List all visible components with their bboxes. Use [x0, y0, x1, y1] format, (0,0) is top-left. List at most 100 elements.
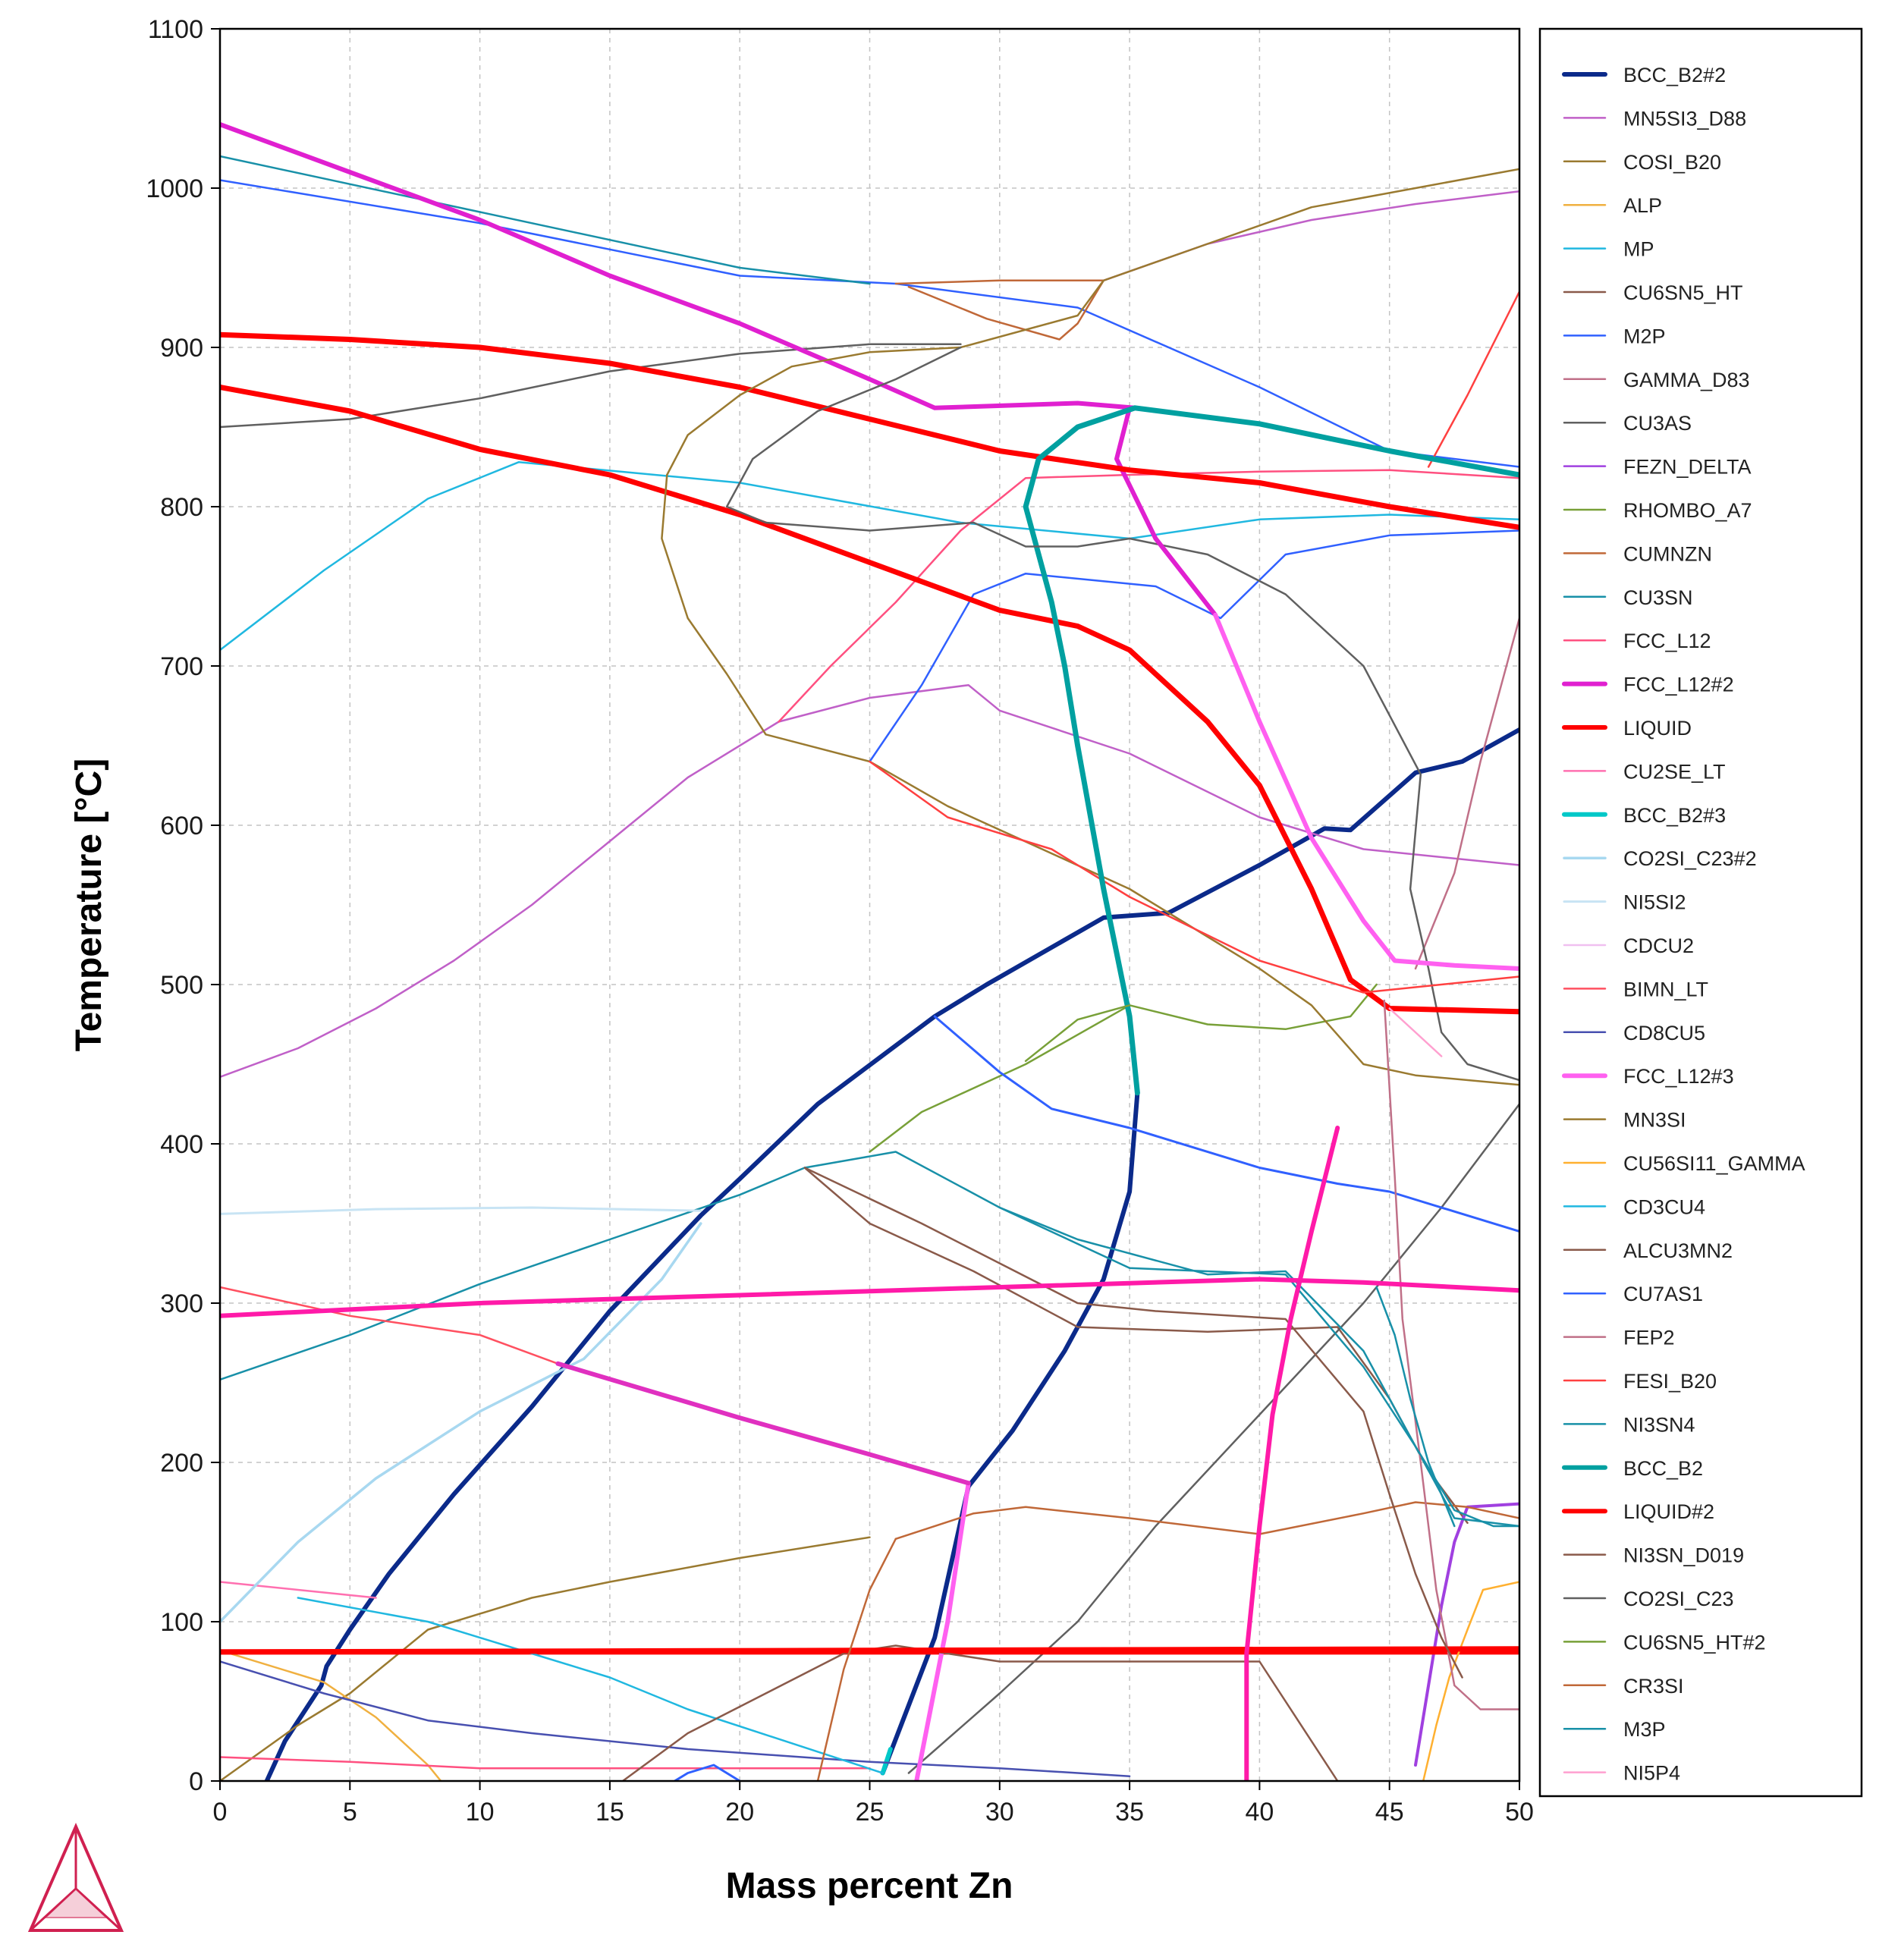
- series-line-fcc-l12-3: [1213, 612, 1519, 971]
- series-line-cu7as1: [933, 1015, 1519, 1233]
- legend-label: CD3CU4: [1623, 1195, 1705, 1218]
- series-line-fcc-l12-2: [1244, 1126, 1340, 1781]
- series-line-fcc-l12-3: [914, 1481, 971, 1781]
- legend-label: CO2SI_C23: [1623, 1588, 1734, 1610]
- x-tick-label: 20: [725, 1798, 754, 1827]
- series-line-fcc-l12-2: [220, 122, 1137, 410]
- legend-label: FCC_L12: [1623, 630, 1711, 652]
- series-lines: [220, 122, 1519, 1781]
- legend-label: CUMNZN: [1623, 542, 1712, 565]
- y-tick-label: 300: [160, 1289, 203, 1318]
- series-line-gamma-d83: [1414, 617, 1519, 970]
- series-line-liquid-2: [220, 1646, 1519, 1655]
- series-line-cu3as: [1128, 537, 1519, 1082]
- legend-label: FEP2: [1623, 1327, 1675, 1349]
- thermo-calc-logo-icon: [27, 1823, 124, 1932]
- x-tick-label: 50: [1505, 1798, 1534, 1827]
- legend-label: FCC_L12#2: [1623, 674, 1734, 696]
- series-line-ni3sn-d019: [803, 1167, 1463, 1679]
- x-axis-ticks: 0 5 10 15 20 25 30 35 40 45 50: [213, 1781, 1534, 1827]
- legend-label: CU7AS1: [1623, 1283, 1703, 1305]
- series-line-alp: [220, 1649, 442, 1781]
- series-line-cr3si: [816, 1538, 897, 1781]
- series-line-cd8cu5: [220, 1660, 1131, 1777]
- legend-label: CU6SN5_HT#2: [1623, 1631, 1766, 1654]
- series-line-cu3sn: [220, 155, 871, 285]
- x-tick-label: 0: [213, 1798, 228, 1827]
- legend-label: NI5SI2: [1623, 891, 1686, 914]
- x-tick-label: 10: [466, 1798, 495, 1827]
- x-tick-label: 5: [343, 1798, 357, 1827]
- y-tick-label: 100: [160, 1608, 203, 1637]
- series-line-co2si-c23: [725, 346, 1131, 548]
- series-line-fep2: [1383, 999, 1519, 1710]
- legend-label: BCC_B2#2: [1623, 64, 1726, 86]
- series-line-cd3cu4: [297, 1597, 884, 1774]
- y-axis-title: Temperature [°C]: [69, 759, 109, 1051]
- legend-label: NI3SN_D019: [1623, 1544, 1744, 1567]
- y-tick-label: 900: [160, 334, 203, 363]
- legend-label: NI3SN4: [1623, 1413, 1695, 1436]
- legend-label: CDCU2: [1623, 934, 1694, 957]
- y-tick-label: 700: [160, 652, 203, 681]
- x-tick-label: 40: [1245, 1798, 1274, 1827]
- series-line-m2p: [220, 179, 1519, 468]
- series-line-fezn-delta: [1414, 1502, 1519, 1767]
- grid: [220, 29, 1519, 1781]
- legend-label: NI5P4: [1623, 1762, 1680, 1785]
- y-axis-ticks: 0 100 200 300 400 500 600 700 800 900 1000 1100: [146, 15, 220, 1796]
- x-axis-title: Mass percent Zn: [726, 1866, 1013, 1906]
- legend-label: FESI_B20: [1623, 1370, 1717, 1393]
- legend-label: COSI_B20: [1623, 151, 1721, 174]
- series-line-fcc-l12-2: [1114, 405, 1218, 617]
- y-tick-label: 200: [160, 1449, 203, 1478]
- series-line-ni5si2: [220, 1206, 702, 1215]
- x-tick-label: 45: [1375, 1798, 1404, 1827]
- legend: BCC_B2#2 MN5SI3_D88 COSI_B20 ALP MP CU6SN5_HT…: [1562, 64, 1805, 1785]
- series-line-bcc-b2-3: [880, 1747, 893, 1776]
- series-line-m2p: [869, 529, 1519, 763]
- legend-label: LIQUID: [1623, 717, 1692, 740]
- legend-label: CU3SN: [1623, 586, 1693, 609]
- legend-label: CO2SI_C23#2: [1623, 847, 1757, 870]
- legend-label: CD8CU5: [1623, 1022, 1705, 1044]
- series-line-fcc-l12-2: [220, 1277, 1519, 1318]
- legend-label: CU3AS: [1623, 412, 1692, 435]
- legend-label: M2P: [1623, 325, 1666, 347]
- series-line-cosi-b20: [1102, 168, 1519, 282]
- y-tick-label: 800: [160, 493, 203, 522]
- series-line-liquid: [220, 385, 1519, 1015]
- legend-label: ALP: [1623, 194, 1662, 217]
- series-line-cu3as: [220, 343, 962, 429]
- y-tick-label: 1000: [146, 174, 203, 203]
- legend-label: CU6SN5_HT: [1623, 281, 1743, 304]
- legend-label: FCC_L12#3: [1623, 1065, 1734, 1088]
- series-line-ni5p4: [1388, 1007, 1443, 1057]
- legend-label: ALCU3MN2: [1623, 1239, 1733, 1262]
- series-line-cu7as1: [674, 1764, 741, 1781]
- series-line-bimn-lt: [220, 1286, 559, 1365]
- series-line-bcc-b2-2: [880, 1090, 1140, 1776]
- legend-label: MN5SI3_D88: [1623, 107, 1746, 130]
- series-line-cu3as: [907, 1103, 1519, 1774]
- legend-label: CU2SE_LT: [1623, 760, 1726, 783]
- series-line-cu6sn5-ht-2: [1024, 1004, 1131, 1063]
- y-tick-label: 600: [160, 812, 203, 840]
- legend-label: FEZN_DELTA: [1623, 456, 1752, 479]
- x-tick-label: 15: [595, 1798, 624, 1827]
- series-group: [220, 122, 1519, 1781]
- series-line-fesi-b20: [1427, 291, 1519, 468]
- x-tick-label: 30: [985, 1798, 1014, 1827]
- series-line-bcc-b2: [1023, 405, 1519, 1096]
- series-line-cosi-b20: [220, 1536, 871, 1781]
- series-line-rhombo-a7: [869, 983, 1378, 1153]
- series-line-bcc-b2-2: [264, 727, 1519, 1781]
- series-line-fesi-b20: [869, 760, 1519, 994]
- series-line-cu2se-lt: [220, 1581, 377, 1599]
- legend-label: BIMN_LT: [1623, 978, 1708, 1000]
- legend-label: RHOMBO_A7: [1623, 499, 1752, 522]
- series-line-fcc-l12: [778, 469, 1519, 723]
- legend-label: MN3SI: [1623, 1109, 1686, 1132]
- y-tick-label: 400: [160, 1130, 203, 1159]
